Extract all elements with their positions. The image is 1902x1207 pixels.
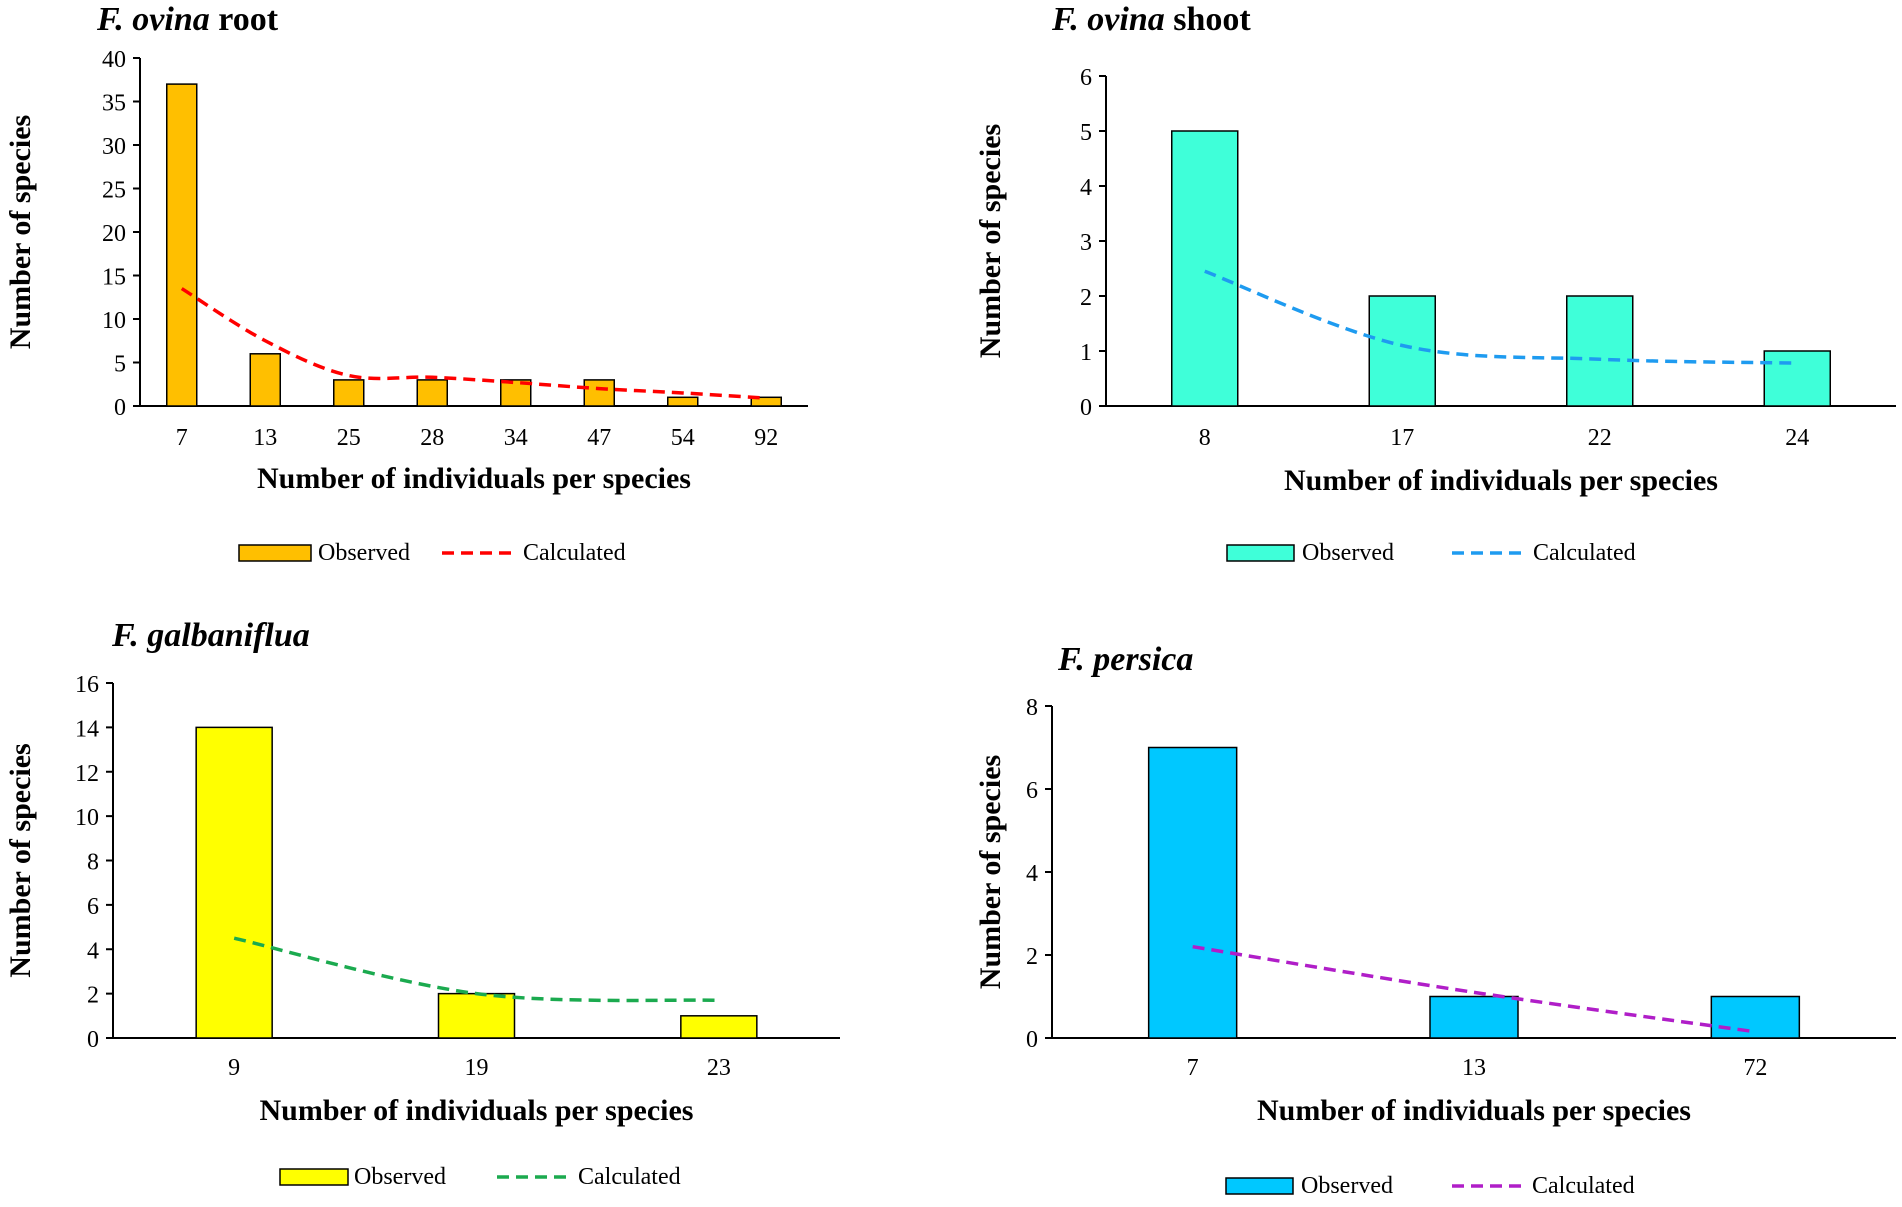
x-tick-label: 13 (1462, 1055, 1486, 1081)
bar-observed-92 (750, 396, 782, 407)
y-tick-label: 0 (1026, 1027, 1038, 1053)
y-tick-label: 6 (1080, 65, 1092, 91)
legend-calculated-label: Calculated (1533, 540, 1636, 566)
y-tick-label: 35 (102, 91, 126, 117)
bar-observed-13 (1429, 995, 1519, 1039)
y-tick-label: 15 (102, 265, 126, 291)
y-tick-label: 6 (87, 894, 99, 920)
y-tick-label: 40 (102, 47, 126, 73)
x-tick-label: 34 (504, 425, 528, 451)
chart-title: F. persica (1057, 641, 1193, 678)
legend-observed-swatch (279, 1168, 349, 1186)
legend-observed-label: Observed (354, 1164, 446, 1190)
y-axis-label: Number of species (974, 124, 1007, 358)
bar-observed-7 (1147, 746, 1238, 1039)
bar-observed-7 (166, 83, 198, 407)
bar-observed-72 (1710, 995, 1801, 1039)
y-tick-label: 8 (1026, 695, 1038, 721)
y-tick-label: 16 (75, 672, 99, 698)
y-tick-label: 0 (114, 395, 126, 421)
y-tick-label: 25 (102, 178, 126, 204)
y-tick-label: 0 (87, 1027, 99, 1053)
x-tick-label: 13 (253, 425, 277, 451)
legend-observed-label: Observed (1301, 1173, 1393, 1199)
y-tick-label: 5 (1080, 120, 1092, 146)
y-tick-label: 4 (87, 938, 99, 964)
y-tick-label: 8 (87, 850, 99, 876)
x-axis-label: Number of individuals per species (1257, 1094, 1691, 1127)
bar-observed-23 (680, 1015, 758, 1039)
x-tick-label: 22 (1588, 425, 1612, 451)
bar-observed-28 (416, 379, 448, 407)
legend-calculated-label: Calculated (523, 540, 626, 566)
chart-panel-3: F. galbaniflua 0 2 4 6 8 10 12 14 16 9 19 23 Number o… (4, 617, 840, 1190)
x-tick-label: 7 (176, 425, 188, 451)
y-tick-label: 1 (1080, 340, 1092, 366)
y-tick-label: 4 (1080, 175, 1092, 201)
y-tick-label: 2 (1026, 944, 1038, 970)
x-tick-label: 25 (337, 425, 361, 451)
calculated-line (1204, 269, 1798, 365)
bar-observed-8 (1171, 130, 1239, 407)
x-tick-label: 23 (707, 1055, 731, 1081)
x-tick-label: 19 (465, 1055, 489, 1081)
bar-observed-54 (667, 396, 699, 407)
y-tick-label: 20 (102, 221, 126, 247)
x-axis-label: Number of individuals per species (257, 462, 691, 495)
bar-observed-13 (249, 353, 281, 407)
legend-observed-label: Observed (318, 540, 410, 566)
chart-title: F. ovina shoot (1051, 1, 1251, 38)
bar-observed-19 (437, 992, 516, 1039)
calculated-line (180, 287, 767, 400)
legend-calculated-label: Calculated (1532, 1173, 1635, 1199)
x-tick-label: 9 (228, 1055, 240, 1081)
x-tick-label: 17 (1390, 425, 1414, 451)
legend-observed-swatch (1225, 1177, 1294, 1195)
y-tick-label: 3 (1080, 230, 1092, 256)
y-axis-label: Number of species (974, 755, 1007, 989)
x-tick-label: 47 (587, 425, 611, 451)
x-axis-label: Number of individuals per species (1284, 464, 1718, 497)
y-tick-label: 6 (1026, 778, 1038, 804)
chart-panel-1: F. ovina root 0 5 10 15 20 25 30 35 40 7 13 25 28 34 47… (4, 1, 808, 566)
y-tick-label: 12 (75, 761, 99, 787)
calculated-line (1192, 944, 1756, 1034)
legend-observed-label: Observed (1302, 540, 1394, 566)
y-tick-label: 2 (1080, 285, 1092, 311)
y-tick-label: 0 (1080, 395, 1092, 421)
y-tick-label: 10 (75, 805, 99, 831)
y-tick-label: 5 (114, 352, 126, 378)
x-tick-label: 72 (1743, 1055, 1767, 1081)
y-tick-label: 30 (102, 134, 126, 160)
bar-observed-47 (583, 379, 615, 407)
x-tick-label: 8 (1199, 425, 1211, 451)
bar-observed-25 (333, 379, 365, 407)
y-axis-label: Number of species (4, 115, 37, 349)
legend-observed-swatch (238, 544, 312, 562)
x-tick-label: 24 (1785, 425, 1809, 451)
y-tick-label: 4 (1026, 861, 1038, 887)
legend-observed-swatch (1226, 544, 1295, 562)
chart-panel-4: F. persica 0 2 4 6 8 7 13 72 Number of individual… (974, 641, 1896, 1199)
bar-observed-9 (195, 726, 273, 1039)
chart-panel-2: F. ovina shoot 0 1 2 3 4 5 6 8 17 22 24 Number of in… (974, 1, 1896, 566)
bar-observed-22 (1566, 295, 1634, 407)
legend-calculated-label: Calculated (578, 1164, 681, 1190)
calculated-line (233, 936, 719, 1003)
y-tick-label: 2 (87, 983, 99, 1009)
x-tick-label: 7 (1187, 1055, 1199, 1081)
x-tick-label: 28 (420, 425, 444, 451)
y-tick-label: 10 (102, 308, 126, 334)
chart-title: F. galbaniflua (111, 617, 310, 654)
y-axis-label: Number of species (4, 743, 37, 977)
x-axis-label: Number of individuals per species (260, 1094, 694, 1127)
bar-observed-24 (1763, 350, 1831, 407)
x-tick-label: 92 (754, 425, 778, 451)
chart-title: F. ovina root (96, 1, 279, 38)
y-tick-label: 14 (75, 716, 99, 742)
x-tick-label: 54 (671, 425, 695, 451)
